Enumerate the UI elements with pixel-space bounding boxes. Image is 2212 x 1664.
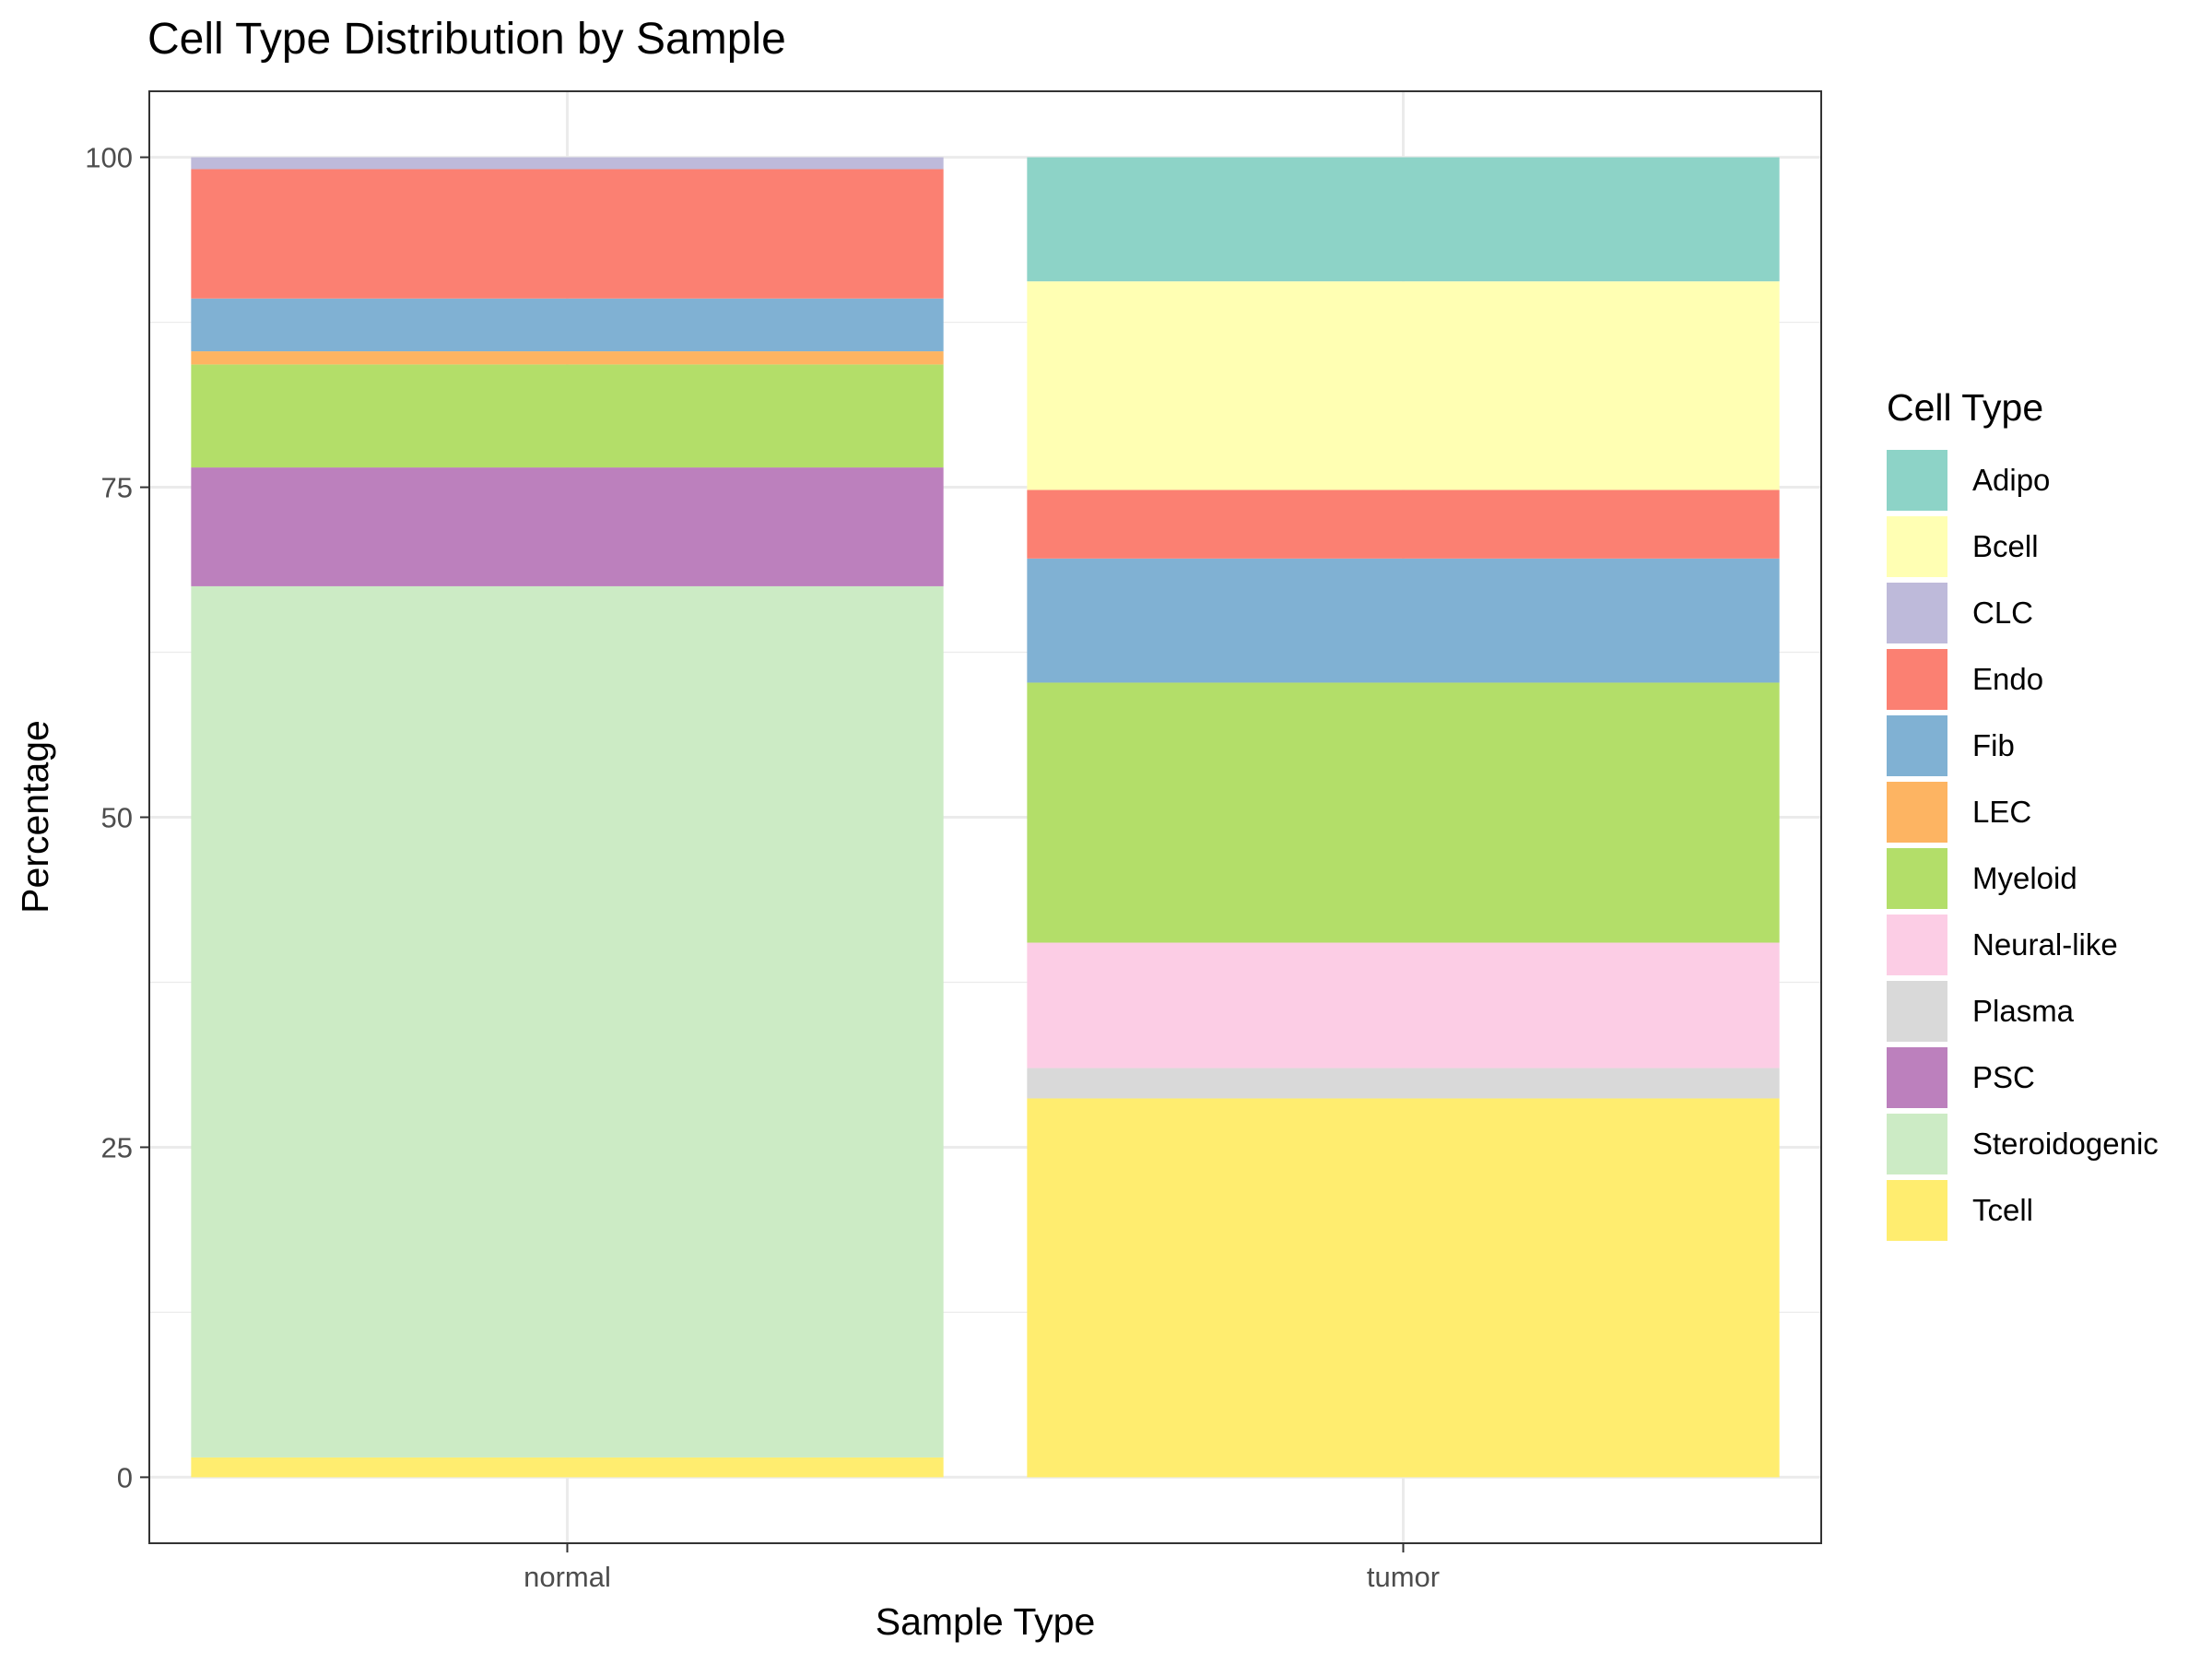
legend-label-steroidogenic: Steroidogenic — [1972, 1127, 2159, 1161]
legend-key-myeloid — [1887, 848, 1947, 909]
legend-key-endo — [1887, 649, 1947, 710]
x-tick-label-normal: normal — [524, 1561, 611, 1593]
bar-segment-tumor-bcell — [1027, 281, 1780, 490]
bar-segment-normal-tcell — [191, 1457, 944, 1478]
legend: Cell Type Adipo Bcell CLC Endo Fib LEC Myeloid… — [1887, 386, 2159, 1241]
bar-segment-normal-clc — [191, 157, 944, 170]
legend-key-psc — [1887, 1047, 1947, 1108]
y-tick-label: 100 — [85, 142, 133, 174]
y-axis-label: Percentage — [14, 720, 56, 914]
legend-key-lec — [1887, 782, 1947, 843]
y-tick-label: 25 — [101, 1131, 133, 1163]
legend-key-adipo — [1887, 450, 1947, 511]
bar-segment-tumor-neural-like — [1027, 942, 1780, 1068]
legend-key-steroidogenic — [1887, 1114, 1947, 1174]
legend-key-bcell — [1887, 516, 1947, 577]
legend-label-tcell: Tcell — [1972, 1193, 2033, 1227]
legend-key-plasma — [1887, 981, 1947, 1042]
bar-segment-normal-myeloid — [191, 364, 944, 468]
bar-segment-tumor-plasma — [1027, 1068, 1780, 1099]
axes: 0 25 50 75 100 normal tumor — [85, 142, 1440, 1593]
bar-segment-tumor-fib — [1027, 558, 1780, 683]
legend-label-adipo: Adipo — [1972, 463, 2050, 497]
bar-segment-tumor-myeloid — [1027, 682, 1780, 943]
bars — [191, 157, 1780, 1478]
x-tick-label-tumor: tumor — [1367, 1561, 1440, 1593]
x-axis-label: Sample Type — [876, 1600, 1096, 1643]
bar-segment-normal-steroidogenic — [191, 585, 944, 1457]
legend-key-neural-like — [1887, 915, 1947, 975]
legend-label-psc: PSC — [1972, 1060, 2035, 1094]
bar-segment-normal-endo — [191, 169, 944, 299]
legend-label-fib: Fib — [1972, 728, 2015, 762]
legend-key-clc — [1887, 583, 1947, 643]
bar-segment-normal-psc — [191, 467, 944, 586]
y-tick-label: 75 — [101, 472, 133, 504]
legend-label-clc: CLC — [1972, 596, 2033, 630]
bar-segment-tumor-adipo — [1027, 157, 1780, 282]
legend-title: Cell Type — [1887, 386, 2043, 429]
y-tick-label: 50 — [101, 802, 133, 834]
legend-label-neural-like: Neural-like — [1972, 927, 2118, 962]
legend-label-endo: Endo — [1972, 662, 2043, 696]
legend-label-bcell: Bcell — [1972, 529, 2039, 563]
legend-label-myeloid: Myeloid — [1972, 861, 2077, 895]
bar-segment-normal-fib — [191, 298, 944, 352]
legend-label-lec: LEC — [1972, 795, 2031, 829]
legend-key-tcell — [1887, 1180, 1947, 1241]
bar-segment-normal-lec — [191, 351, 944, 365]
bar-segment-tumor-endo — [1027, 490, 1780, 559]
y-tick-label: 0 — [117, 1461, 133, 1493]
legend-key-fib — [1887, 715, 1947, 776]
chart-title: Cell Type Distribution by Sample — [147, 15, 786, 64]
bar-segment-tumor-tcell — [1027, 1098, 1780, 1478]
legend-label-plasma: Plasma — [1972, 994, 2075, 1028]
